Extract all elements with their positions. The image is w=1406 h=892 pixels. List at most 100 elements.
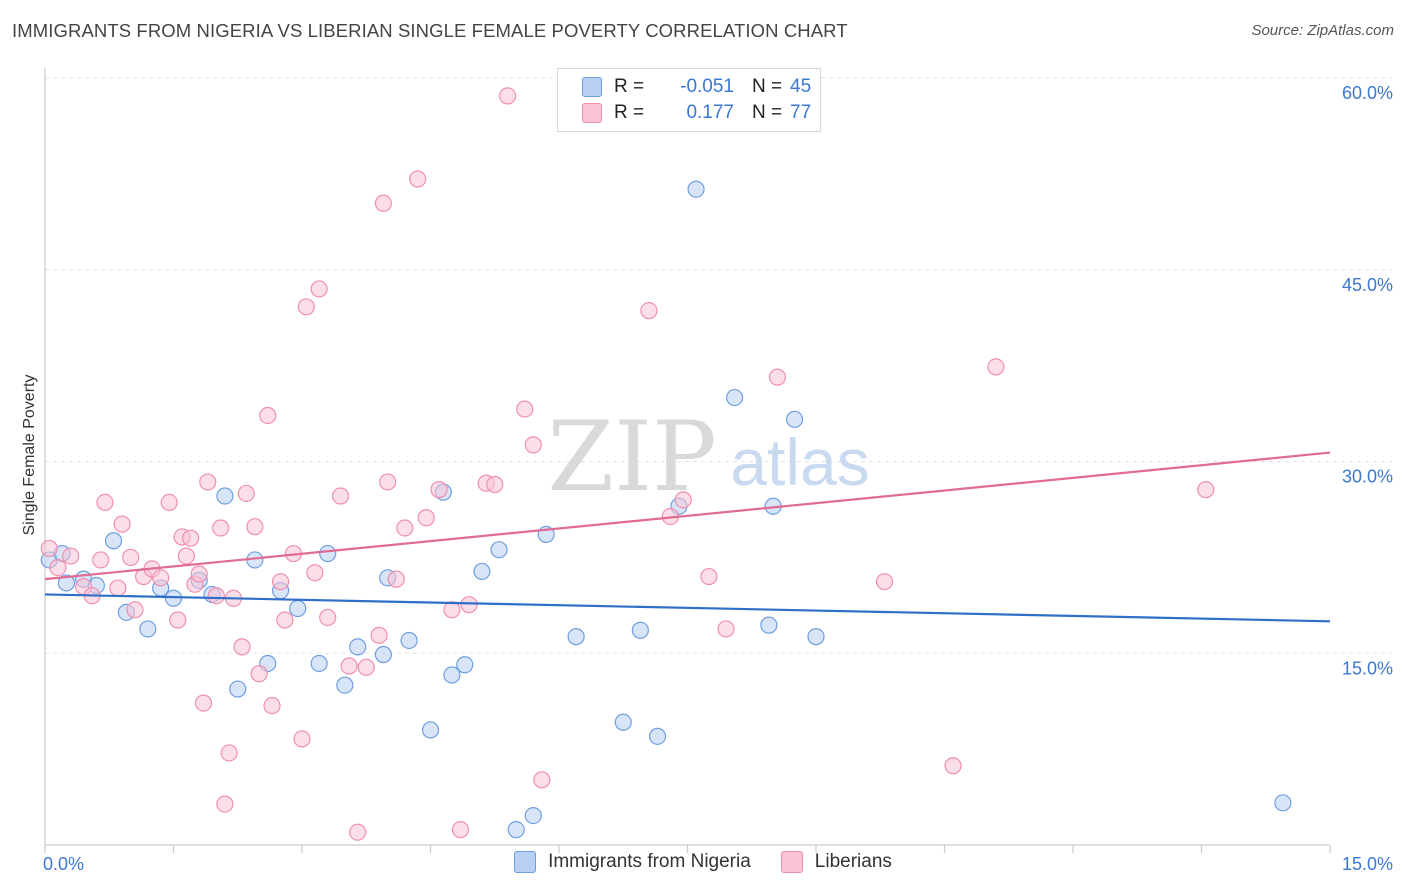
liberian-point <box>768 368 787 386</box>
liberian-point <box>96 493 114 512</box>
nigeria-point <box>456 656 474 674</box>
liberian-point <box>674 491 692 509</box>
liberian-point <box>379 473 397 491</box>
liberian-point <box>237 484 255 503</box>
liberian-point <box>349 823 367 841</box>
liberian-point <box>460 596 478 614</box>
liberian-point <box>417 509 435 527</box>
legend-item-liberians[interactable]: Liberians <box>780 851 892 873</box>
liberian-point <box>451 821 470 839</box>
liberian-point <box>109 579 127 597</box>
liberian-point <box>524 436 542 454</box>
legend-swatch-liberians <box>582 103 602 123</box>
liberian-point <box>177 547 195 565</box>
nigeria-point <box>687 180 705 198</box>
legend-n-label: N = <box>752 102 783 123</box>
nigeria-point <box>726 388 744 407</box>
grid-lines <box>45 77 1392 654</box>
watermark-atlas: atlas <box>730 425 869 499</box>
legend-swatch-nigeria <box>514 851 537 873</box>
nigeria-point <box>310 654 328 673</box>
legend-label-nigeria: Immigrants from Nigeria <box>548 851 751 872</box>
legend-swatch-liberians <box>780 851 803 873</box>
liberian-point <box>331 487 350 505</box>
liberian-point <box>293 730 311 748</box>
liberian-point <box>430 481 448 499</box>
liberian-point <box>370 626 388 644</box>
nigeria-point <box>567 628 585 646</box>
nigeria-point <box>490 541 508 559</box>
liberian-point <box>319 608 337 627</box>
nigeria-point <box>104 532 123 550</box>
liberian-point <box>194 694 213 712</box>
nigeria-point <box>421 721 440 739</box>
nigeria-point <box>216 487 234 505</box>
liberian-point <box>160 493 178 512</box>
liberian-point <box>259 406 277 425</box>
axes <box>44 68 1331 853</box>
liberian-point <box>190 565 208 583</box>
liberian-point <box>987 358 1005 376</box>
liberian-point <box>49 559 67 577</box>
y-tick-label: 45.0% <box>1342 275 1393 295</box>
liberian-point <box>944 757 962 775</box>
y-tick-label: 30.0% <box>1342 467 1393 487</box>
liberian-point <box>340 657 358 675</box>
series-legend: Immigrants from Nigeria Liberians <box>0 851 1406 873</box>
liberian-point <box>700 567 718 586</box>
liberian-point <box>152 569 170 587</box>
liberian-trend-line <box>44 451 1331 581</box>
nigeria-point <box>336 676 354 694</box>
legend-row-nigeria: R = -0.051 N = 45 <box>582 75 811 99</box>
liberian-point <box>409 170 427 188</box>
liberian-point <box>443 601 461 619</box>
liberian-point <box>486 475 504 494</box>
liberian-point <box>216 795 234 813</box>
x-tick-label: 15.0% <box>1342 854 1393 874</box>
liberian-point <box>40 539 58 558</box>
liberian-point <box>126 601 144 619</box>
nigeria-point <box>349 638 367 656</box>
data-points <box>40 87 1292 841</box>
liberian-point <box>199 473 217 491</box>
trend-lines <box>44 451 1331 623</box>
watermark: ZIP atlas <box>547 401 869 513</box>
liberian-point <box>306 564 324 582</box>
nigeria-point <box>57 574 76 592</box>
legend-r-value: -0.051 <box>680 76 734 97</box>
liberian-point <box>263 697 281 715</box>
legend-item-nigeria[interactable]: Immigrants from Nigeria <box>514 851 751 873</box>
liberian-point <box>220 744 238 762</box>
liberian-point <box>717 620 735 638</box>
liberian-point <box>113 515 131 533</box>
liberian-point <box>212 519 230 537</box>
tick-labels: 15.0% 30.0% 45.0% 60.0% 0.0% 15.0% <box>43 83 1393 874</box>
legend-n-label: N = <box>752 76 783 97</box>
liberian-point <box>250 665 268 683</box>
nigeria-point <box>139 620 157 638</box>
correlation-legend: R = -0.051 N = 45 R = 0.177 N = 77 <box>557 68 821 132</box>
nigeria-point <box>631 621 649 639</box>
source-label: Source: ZipAtlas.com <box>1251 22 1394 39</box>
liberian-point <box>875 573 894 591</box>
x-tick-label: 0.0% <box>43 854 84 874</box>
liberian-point <box>182 529 200 547</box>
nigeria-point <box>648 727 667 745</box>
nigeria-point <box>443 666 461 684</box>
liberian-point <box>169 611 187 629</box>
nigeria-point <box>614 713 632 731</box>
liberian-point <box>516 400 534 418</box>
nigeria-point <box>229 680 247 698</box>
liberian-point <box>92 551 110 569</box>
nigeria-point <box>1274 794 1292 812</box>
nigeria-point <box>507 821 525 839</box>
legend-r-label: R = <box>614 76 645 97</box>
watermark-zip: ZIP <box>547 401 716 513</box>
nigeria-point <box>289 599 307 618</box>
legend-label-liberians: Liberians <box>814 851 892 872</box>
liberian-point <box>387 570 405 588</box>
nigeria-point <box>319 544 337 563</box>
liberian-point <box>207 587 225 605</box>
chart-title: IMMIGRANTS FROM NIGERIA VS LIBERIAN SING… <box>12 20 848 41</box>
legend-n-value: 45 <box>790 76 812 97</box>
